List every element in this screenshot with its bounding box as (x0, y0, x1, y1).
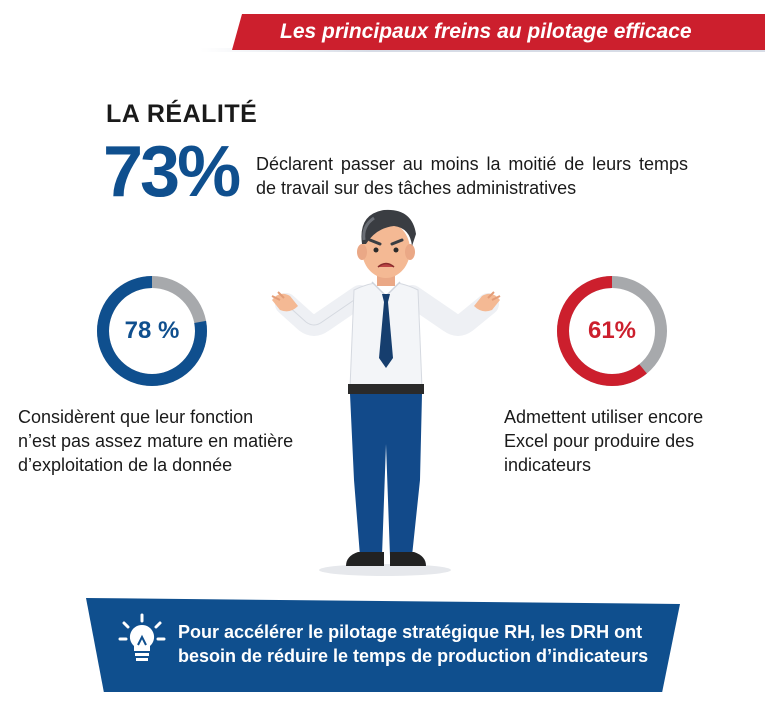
donut-chart-78: 78 % (96, 275, 208, 387)
banner-text: Pour accélérer le pilotage stratégique R… (178, 620, 673, 668)
stat-line: indicateurs (504, 455, 592, 475)
donut-arc (557, 276, 667, 386)
donut-arc (97, 276, 207, 386)
donut-svg (557, 276, 667, 386)
donut-chart-61: 61% (556, 275, 668, 387)
header-underline (200, 48, 765, 52)
stat-line: Considèrent que leur fonction (18, 407, 254, 427)
stat-line: d’exploitation de la donnée (18, 455, 233, 475)
stat-line: n’est pas assez mature en matière (18, 431, 294, 451)
conclusion-banner (86, 598, 680, 692)
banner-line: Pour accélérer le pilotage stratégique R… (178, 622, 643, 642)
page-title: Les principaux freins au pilotage effica… (280, 20, 692, 43)
donut-percent-label: 61% (587, 317, 637, 344)
stat-line: Admettent utiliser encore (504, 407, 704, 427)
banner-line: besoin de réduire le temps de production… (178, 646, 649, 666)
donut-percent-label: 78 % (124, 317, 180, 344)
header-band (232, 14, 765, 50)
stat-line: Excel pour produire des (504, 431, 695, 451)
stat-description-left: Considèrent que leur fonction n’est pas … (18, 405, 293, 477)
shrugging-man-illustration (262, 200, 502, 585)
reality-heading: LA RÉALITÉ (106, 100, 258, 128)
main-percent: 73% (103, 132, 241, 212)
donut-svg (97, 276, 207, 386)
main-description: Déclarent passer au moins la moitié de l… (256, 154, 688, 198)
lightbulb-icon (118, 613, 166, 670)
stat-description-right: Admettent utiliser encore Excel pour pro… (504, 405, 703, 477)
